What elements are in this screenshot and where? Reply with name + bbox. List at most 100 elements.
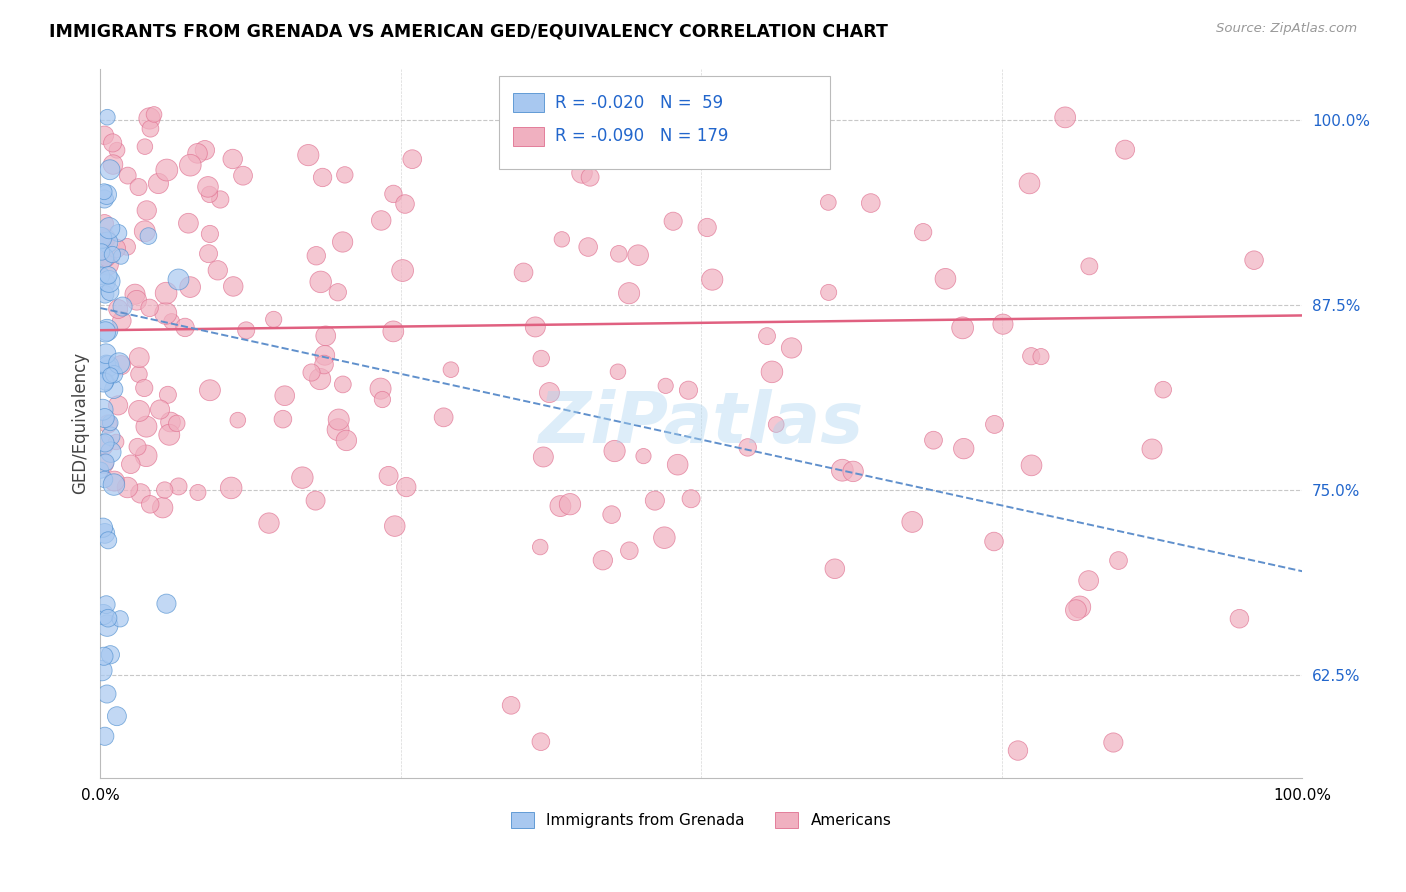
Point <box>1007 743 1029 757</box>
Point <box>107 301 129 316</box>
Point <box>97 417 120 431</box>
Point <box>1069 599 1091 614</box>
Point <box>100 368 122 383</box>
Point <box>97 258 120 272</box>
Point <box>761 365 783 379</box>
Point <box>530 351 553 366</box>
Point <box>135 419 157 434</box>
Point <box>125 293 148 308</box>
Point <box>105 434 128 449</box>
Point <box>571 166 593 180</box>
Point <box>179 158 201 172</box>
Point <box>326 285 349 300</box>
Point <box>97 611 120 625</box>
Point <box>304 493 326 508</box>
Point <box>134 224 156 238</box>
Point <box>117 169 139 183</box>
Point <box>382 186 405 201</box>
Point <box>222 279 245 293</box>
Point <box>934 272 956 286</box>
Point <box>98 285 121 299</box>
Point <box>115 240 138 254</box>
Point <box>370 213 392 227</box>
Point <box>328 412 350 426</box>
Point <box>314 348 336 362</box>
Text: IMMIGRANTS FROM GRENADA VS AMERICAN GED/EQUIVALENCY CORRELATION CHART: IMMIGRANTS FROM GRENADA VS AMERICAN GED/… <box>49 22 889 40</box>
Point <box>97 359 120 373</box>
Point <box>94 375 117 389</box>
Point <box>94 325 117 339</box>
Point <box>120 457 142 471</box>
Point <box>155 597 177 611</box>
Point <box>662 214 685 228</box>
Point <box>103 368 125 382</box>
Point <box>332 235 354 249</box>
Point <box>1054 111 1077 125</box>
Point <box>817 195 839 210</box>
Point <box>93 376 115 390</box>
Point <box>394 197 416 211</box>
Point <box>96 235 118 250</box>
Point <box>94 231 117 245</box>
Point <box>96 618 118 632</box>
Point <box>138 229 160 244</box>
Point <box>696 220 718 235</box>
Point <box>135 449 157 463</box>
Point <box>93 251 115 265</box>
Point <box>138 301 160 315</box>
Point <box>1229 612 1251 626</box>
Point <box>117 480 139 494</box>
Point <box>312 358 335 372</box>
Point <box>96 323 118 337</box>
Point <box>90 231 112 245</box>
Point <box>922 434 945 448</box>
Point <box>1078 260 1101 274</box>
Point <box>530 734 553 748</box>
Point <box>103 383 125 397</box>
Point <box>129 486 152 500</box>
Point <box>600 508 623 522</box>
Point <box>371 392 394 407</box>
Point <box>619 543 641 558</box>
Point <box>93 128 115 143</box>
Point <box>91 402 114 417</box>
Point <box>159 415 181 429</box>
Point <box>991 317 1014 331</box>
Point <box>105 709 128 723</box>
Point <box>105 242 128 256</box>
Point <box>654 531 676 545</box>
Point <box>603 444 626 458</box>
Point <box>98 221 121 235</box>
Point <box>558 497 581 511</box>
Point <box>127 440 149 454</box>
Point <box>952 321 974 335</box>
Point <box>644 493 666 508</box>
Point <box>824 562 846 576</box>
Point <box>93 185 115 199</box>
Point <box>128 404 150 418</box>
Point <box>105 143 128 157</box>
Point <box>134 139 156 153</box>
Point <box>94 455 117 469</box>
Point <box>198 187 221 202</box>
Point <box>901 515 924 529</box>
Point <box>97 533 120 548</box>
Point <box>98 648 121 662</box>
Point <box>395 480 418 494</box>
Point <box>177 216 200 230</box>
Point <box>1140 442 1163 456</box>
Point <box>529 540 551 554</box>
Point <box>96 687 118 701</box>
Point <box>134 381 156 395</box>
Point <box>550 499 572 513</box>
Point <box>235 323 257 337</box>
Point <box>627 248 650 262</box>
Point <box>96 357 118 371</box>
Point <box>538 385 561 400</box>
Point <box>93 192 115 206</box>
Point <box>576 240 599 254</box>
Point <box>311 170 333 185</box>
Point <box>756 329 779 343</box>
Point <box>143 107 166 121</box>
Point <box>737 441 759 455</box>
